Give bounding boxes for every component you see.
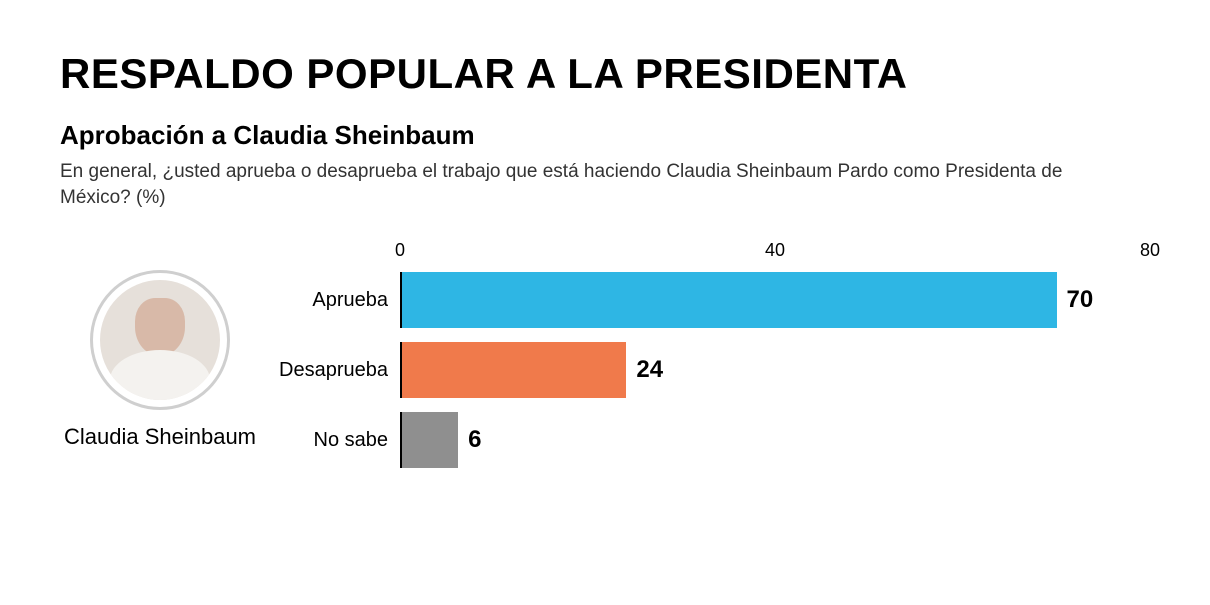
x-axis-tick: 0: [395, 240, 405, 261]
subtitle: Aprobación a Claudia Sheinbaum: [60, 120, 1150, 151]
x-axis-tick: 80: [1140, 240, 1160, 261]
bar-value: 70: [1067, 286, 1094, 314]
bar-track: 70: [400, 272, 1150, 328]
bar-label: No sabe: [270, 429, 400, 452]
bar-row: No sabe 6: [270, 412, 1150, 468]
survey-question: En general, ¿usted aprueba o desaprueba …: [60, 159, 1100, 210]
bar-fill: [402, 342, 626, 398]
bar-chart: 04080 Aprueba 70 Desaprueba 24 No sabe 6: [270, 240, 1150, 482]
avatar: [90, 270, 230, 410]
person-name: Claudia Sheinbaum: [64, 424, 256, 450]
bar-track: 24: [400, 342, 1150, 398]
bar-label: Desaprueba: [270, 359, 400, 382]
bar-fill: [402, 412, 458, 468]
bar-value: 6: [468, 426, 481, 454]
x-axis: 04080: [400, 240, 1150, 262]
x-axis-tick: 40: [765, 240, 785, 261]
bar-track: 6: [400, 412, 1150, 468]
bar-row: Desaprueba 24: [270, 342, 1150, 398]
main-title: RESPALDO POPULAR A LA PRESIDENTA: [60, 50, 1150, 98]
person-column: Claudia Sheinbaum: [60, 270, 260, 450]
bar-value: 24: [636, 356, 663, 384]
bar-fill: [402, 272, 1057, 328]
chart-container: Claudia Sheinbaum 04080 Aprueba 70 Desapru…: [60, 240, 1150, 482]
bar-row: Aprueba 70: [270, 272, 1150, 328]
bar-label: Aprueba: [270, 289, 400, 312]
